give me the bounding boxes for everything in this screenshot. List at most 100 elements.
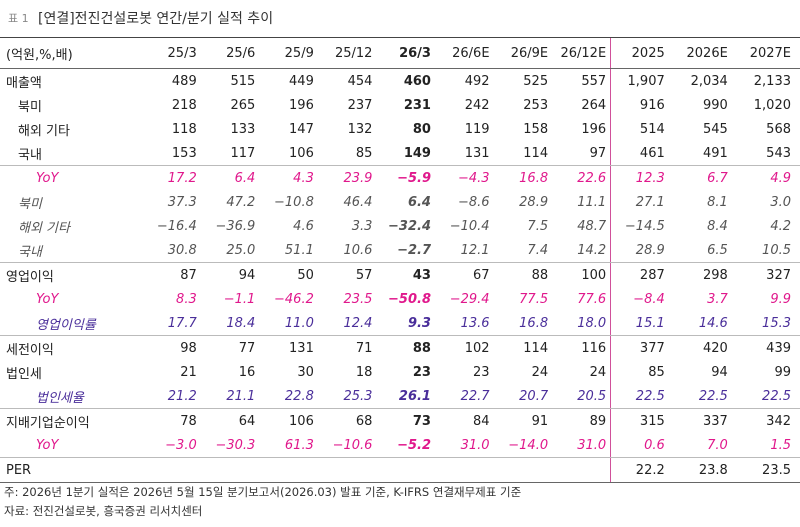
cell: 2,133 bbox=[753, 73, 791, 89]
column-header: 2025 bbox=[610, 37, 674, 69]
cell: 545 bbox=[703, 121, 728, 137]
row-label: 해외 기타 bbox=[18, 123, 70, 139]
table-row: 영업이익률 17.7 18.4 11.0 12.4 9.3 13.6 16.8 18.0 15.1… bbox=[0, 311, 800, 336]
cell: 16.8 bbox=[493, 311, 553, 336]
cell: 491 bbox=[673, 141, 737, 166]
cell: 515 bbox=[230, 73, 256, 89]
table-row: 영업이익 87 94 50 57 43 67 88 100 287 298 327 bbox=[0, 262, 800, 287]
column-header: 25/3 bbox=[142, 37, 201, 69]
cell: −2.7 bbox=[376, 238, 435, 263]
cell: 7.4 bbox=[493, 238, 553, 263]
cell: 98 bbox=[180, 340, 197, 356]
cell: 9.9 bbox=[770, 291, 791, 307]
column-header: 26/9E bbox=[493, 37, 553, 69]
cell: 327 bbox=[766, 267, 791, 283]
cell: 73 bbox=[412, 413, 431, 429]
cell: 24 bbox=[531, 364, 549, 380]
column-header: (억원,%,배) bbox=[0, 37, 143, 69]
cell: 147 bbox=[289, 121, 314, 137]
cell: −10.6 bbox=[317, 433, 377, 458]
cell: 11.1 bbox=[577, 194, 607, 210]
table-row: 세전이익 98 77 131 71 88 102 114 116 377 420 439 bbox=[0, 335, 800, 360]
row-label: 지배기업순이익 bbox=[6, 415, 90, 431]
cell: 78 bbox=[180, 413, 197, 429]
cell bbox=[142, 457, 201, 483]
cell: 20.7 bbox=[493, 384, 553, 409]
row-label: 북미 bbox=[18, 99, 42, 115]
cell: 22.2 bbox=[610, 457, 674, 483]
cell: 6.4 bbox=[234, 170, 256, 186]
cell: 16 bbox=[238, 364, 256, 380]
cell: 218 bbox=[171, 97, 197, 113]
table-row: 해외 기타 118 133 147 132 80 119 158 196 514 545 568 bbox=[0, 117, 800, 141]
cell: 114 bbox=[493, 141, 553, 166]
cell: −30.3 bbox=[200, 433, 260, 458]
cell: 264 bbox=[581, 97, 607, 113]
cell: 287 bbox=[610, 262, 674, 287]
cell: 77.5 bbox=[519, 291, 549, 307]
cell: 17.2 bbox=[167, 170, 197, 186]
cell: 61.3 bbox=[259, 433, 318, 458]
cell: 18.4 bbox=[200, 311, 260, 336]
cell: 342 bbox=[766, 413, 791, 429]
cell: −10.8 bbox=[274, 194, 314, 210]
row-label: 법인세 bbox=[6, 366, 42, 382]
cell: 23.5 bbox=[736, 457, 800, 483]
table-number: 표 1 bbox=[8, 12, 29, 25]
row-label: YoY bbox=[36, 291, 59, 307]
cell: 8.3 bbox=[176, 291, 197, 307]
cell: 51.1 bbox=[259, 238, 318, 263]
cell: 4.9 bbox=[770, 170, 791, 186]
cell: 99 bbox=[774, 364, 791, 380]
cell: 23 bbox=[473, 364, 490, 380]
cell: 253 bbox=[523, 97, 549, 113]
table-row: 해외 기타 −16.4 −36.9 4.6 3.3 −32.4 −10.4 7.5 48.7 −1… bbox=[0, 214, 800, 238]
cell: 102 bbox=[464, 340, 490, 356]
row-label: 세전이익 bbox=[6, 342, 54, 358]
cell: 18.0 bbox=[552, 311, 611, 336]
row-label: 국내 bbox=[0, 238, 143, 263]
row-label: YoY bbox=[36, 170, 59, 186]
cell: 377 bbox=[610, 335, 674, 360]
cell: 454 bbox=[347, 73, 373, 89]
cell: 84 bbox=[473, 413, 490, 429]
cell: 30.8 bbox=[142, 238, 201, 263]
row-label: YoY bbox=[0, 433, 143, 458]
cell: 117 bbox=[200, 141, 260, 166]
row-label: 법인세율 bbox=[0, 384, 143, 409]
cell: 71 bbox=[355, 340, 373, 356]
cell: 492 bbox=[464, 73, 490, 89]
cell: 22.5 bbox=[673, 384, 737, 409]
cell: 46.4 bbox=[343, 194, 373, 210]
cell: 31.0 bbox=[552, 433, 611, 458]
cell: 6.7 bbox=[707, 170, 728, 186]
cell: 22.7 bbox=[434, 384, 494, 409]
cell: 420 bbox=[703, 340, 728, 356]
cell bbox=[200, 457, 260, 483]
cell: −16.4 bbox=[156, 218, 197, 234]
table-row: 북미 218 265 196 237 231 242 253 264 916 990 1,020 bbox=[0, 93, 800, 117]
cell: 242 bbox=[464, 97, 490, 113]
cell: 22.5 bbox=[610, 384, 674, 409]
cell: 7.5 bbox=[527, 218, 549, 234]
cell: 990 bbox=[703, 97, 728, 113]
cell: 4.2 bbox=[770, 218, 791, 234]
cell: 68 bbox=[355, 413, 373, 429]
cell: 97 bbox=[552, 141, 611, 166]
cell: 28.9 bbox=[610, 238, 674, 263]
row-label: 해외 기타 bbox=[18, 220, 70, 236]
cell: 568 bbox=[766, 121, 791, 137]
cell: −1.1 bbox=[223, 291, 256, 307]
cell bbox=[259, 457, 318, 483]
cell: 439 bbox=[766, 340, 791, 356]
table-title: [연결]전진건설로봇 연간/분기 실적 추이 bbox=[38, 11, 274, 27]
cell: 10.5 bbox=[736, 238, 800, 263]
cell: 461 bbox=[610, 141, 674, 166]
cell: 449 bbox=[289, 73, 314, 89]
cell: 21 bbox=[180, 364, 197, 380]
cell: −32.4 bbox=[388, 218, 431, 234]
cell: 265 bbox=[230, 97, 256, 113]
cell: 87 bbox=[180, 267, 197, 283]
cell: 22.6 bbox=[577, 170, 607, 186]
